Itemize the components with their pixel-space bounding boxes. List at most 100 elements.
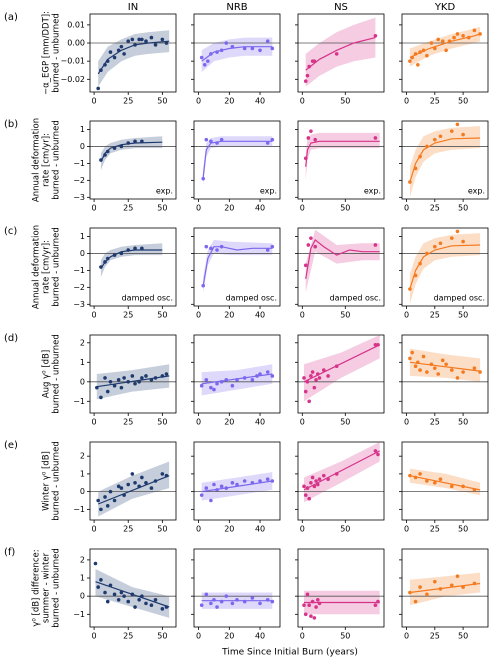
data-point [212, 482, 216, 487]
data-point [140, 594, 144, 598]
plot-area [402, 348, 488, 383]
data-point [315, 597, 320, 602]
data-point [105, 389, 110, 394]
x-tick-label: 50 [157, 97, 167, 106]
data-point [242, 46, 247, 51]
data-point [309, 480, 313, 485]
data-point [199, 493, 204, 497]
x-tick-label: 25 [123, 311, 133, 320]
data-point [215, 381, 219, 386]
data-point [315, 372, 320, 376]
panel-frame [401, 13, 489, 93]
data-point [413, 52, 418, 56]
data-point [310, 475, 315, 480]
data-point [416, 62, 420, 67]
data-point [455, 122, 460, 127]
data-point [112, 253, 117, 257]
plot-area [402, 122, 488, 198]
confidence-band [98, 30, 170, 87]
fit-line [409, 361, 481, 372]
panel-frame [89, 120, 177, 200]
data-point [219, 244, 224, 249]
data-point [425, 479, 429, 483]
data-point [376, 452, 380, 457]
panel-frame [297, 13, 385, 93]
data-point [99, 68, 103, 73]
y-axis-label: Aug γ⁰ [dB] [42, 350, 52, 398]
x-tick-label: 20 [224, 632, 234, 641]
data-point [258, 48, 262, 53]
data-point [270, 479, 275, 483]
data-point [250, 378, 255, 382]
panel-frame [89, 548, 177, 628]
data-point [103, 495, 107, 499]
data-point [96, 585, 100, 589]
plot-area [402, 468, 488, 496]
data-point [314, 605, 318, 609]
data-point [305, 380, 310, 384]
panel-frame [193, 548, 281, 628]
fit-line [409, 475, 481, 491]
data-point [472, 28, 477, 33]
data-point [408, 473, 412, 478]
data-point [116, 48, 121, 53]
panel-label: (f) [4, 547, 15, 558]
data-point [265, 39, 270, 44]
confidence-band [409, 572, 481, 606]
x-tick-label: 50 [458, 525, 468, 534]
data-point [413, 475, 418, 480]
x-tick-label: 0 [196, 632, 201, 641]
data-point [209, 498, 213, 503]
x-tick-label: 40 [255, 97, 265, 106]
data-point [235, 482, 239, 487]
data-point [133, 381, 137, 386]
x-tick-label: 40 [255, 311, 265, 320]
data-point [307, 64, 311, 69]
plot-area [90, 561, 176, 618]
data-point [96, 86, 100, 91]
data-point [250, 480, 255, 485]
x-tick-label: 20 [224, 525, 234, 534]
data-point [144, 480, 148, 485]
data-point [305, 73, 310, 78]
y-tick-label: −2 [73, 176, 85, 185]
x-tick-label: 50 [458, 418, 468, 427]
data-point [199, 603, 204, 608]
y-tick-label: −0.02 [60, 75, 85, 84]
data-point [140, 37, 144, 42]
annotation: damped osc. [434, 294, 485, 303]
confidence-band [409, 468, 481, 496]
data-point [310, 370, 315, 374]
data-point [376, 599, 380, 604]
data-point [122, 594, 126, 598]
panel-label: (d) [4, 333, 18, 344]
data-point [303, 612, 308, 617]
data-point [202, 62, 207, 67]
panel-frame [401, 441, 489, 521]
data-point [334, 364, 339, 369]
y-tick-label: 0 [80, 142, 85, 151]
y-tick-label: 1 [80, 232, 85, 241]
data-point [413, 273, 418, 278]
data-point [133, 43, 137, 47]
data-point [303, 389, 308, 394]
data-point [436, 37, 441, 42]
y-axis-label: burned - unburned [52, 13, 62, 93]
data-point [408, 287, 412, 291]
y-axis-label: Annual deformation [32, 225, 42, 309]
confidence-band [305, 132, 380, 181]
data-point [303, 156, 308, 161]
x-tick-label: 25 [123, 632, 133, 641]
x-tick-label: 50 [340, 311, 350, 320]
data-point [119, 590, 124, 595]
plot-area [194, 472, 280, 503]
data-point [105, 599, 110, 604]
data-point [317, 376, 322, 380]
data-point [270, 244, 275, 249]
data-point [133, 139, 137, 144]
x-tick-label: 50 [340, 418, 350, 427]
x-tick-label: 50 [340, 97, 350, 106]
panel-frame [401, 227, 489, 307]
data-point [219, 599, 224, 604]
